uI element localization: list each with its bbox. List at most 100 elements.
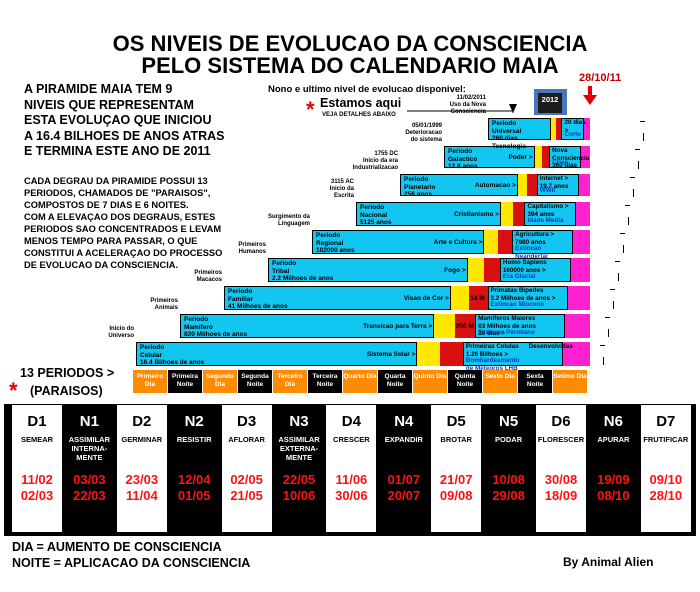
period-cell: Segunda Noite xyxy=(238,370,272,393)
table-column: D7 FRUTIFICAR 09/10 28/10 xyxy=(640,405,691,532)
end-date: 28/10 xyxy=(649,488,683,503)
period-cell: Quinta Noite xyxy=(448,370,482,393)
staircase-tick xyxy=(623,245,624,253)
pyramid-level: Periodo Galactico 12.8 anos Poder > Nova Cons… xyxy=(444,146,590,170)
yellow-band xyxy=(434,314,455,338)
start-date: 01/07 xyxy=(387,472,421,487)
end-date: 10/06 xyxy=(282,488,316,503)
pyramid-level: Periodo Familiar 41 Milhoes de anos Visao d… xyxy=(224,286,590,310)
period-milestone: Visao de Cor > xyxy=(403,295,449,302)
magenta-band xyxy=(583,118,590,140)
red-band xyxy=(541,146,550,168)
period-cell: Sexta Noite xyxy=(518,370,552,393)
period-block xyxy=(400,174,518,196)
pyramid-level: Periodo Tribal 2.2 Milhoes de anos Fogo > Ho… xyxy=(268,258,590,282)
magenta-band xyxy=(570,258,590,282)
pyramid-level: Periodo Nacional 5125 anos Cristianismo > Ca… xyxy=(356,202,590,226)
pyramid-level: Periodo Celular 16.4 Bilhoes de anos Sistem… xyxy=(136,342,590,372)
end-date: 20/07 xyxy=(387,488,421,503)
period-event: Extincao Mioceno xyxy=(490,301,545,308)
red-arrow-down-icon xyxy=(583,86,597,105)
column-code: N4 xyxy=(394,413,414,430)
period-result: Internet >19.7 anos xyxy=(539,175,569,190)
magenta-band xyxy=(581,146,590,168)
start-date: 10/08 xyxy=(492,472,525,487)
red-band-label: 14 M xyxy=(470,295,485,302)
start-date: 12/04 xyxy=(177,472,211,487)
column-action: FRUTIFICAR xyxy=(643,435,689,444)
period-name: Periodo Regional 102000 anos xyxy=(316,232,355,254)
start-date: 11/02 xyxy=(21,472,53,487)
legend-dia: DIA = AUMENTO DE CONSCIENCIA xyxy=(12,540,222,554)
period-cell: Setimo Dia xyxy=(553,370,587,393)
period-milestone: Transicao para Terra > xyxy=(363,323,433,330)
period-cell: Quinto Dia xyxy=(413,370,447,393)
page-title-line1: OS NIVEIS DE EVOLUCAO DA CONSCIENCIA xyxy=(112,31,588,56)
period-event: Era Glacial xyxy=(502,273,536,280)
intro-line: ESTA EVOLUÇAO QUE INICIOU xyxy=(24,113,212,127)
period-milestone: Poder > xyxy=(508,154,533,161)
intro-line: E TERMINA ESTE ANO DE 2011 xyxy=(24,144,211,158)
period-next-block xyxy=(512,230,574,254)
intro-line: A 16.4 BILHOES DE ANOS ATRAS xyxy=(24,128,225,143)
pyramid-level: Periodo Universal 260 dias Tecnologia 20 dia… xyxy=(488,118,590,150)
end-date: 02/03 xyxy=(20,488,54,503)
table-column: N2 RESISTIR 12/04 01/05 xyxy=(169,405,220,532)
start-date: 11/06 xyxy=(335,472,368,487)
column-code: D7 xyxy=(656,413,676,430)
column-action: PODAR xyxy=(495,435,523,444)
staircase-tick xyxy=(638,161,639,169)
staircase-tick xyxy=(605,317,610,318)
level-start-label: Surgimento da Linguagem xyxy=(267,214,310,227)
period-milestone: Sistema Solar > xyxy=(366,351,416,358)
table-column: N1 ASSIMILAR INTERNA-MENTE 03/03 22/03 xyxy=(64,405,115,532)
column-code: D4 xyxy=(341,413,361,430)
column-action: EXPANDIR xyxy=(384,435,423,444)
period-cell: Primeiro Dia xyxy=(133,370,167,393)
red-band xyxy=(527,174,537,196)
table-column: N5 PODAR 10/08 29/08 xyxy=(483,405,534,532)
start-date: 30/08 xyxy=(544,472,578,487)
level-start-label: 3115 AC Inicio da Escrita xyxy=(329,179,354,199)
column-action: RESISTIR xyxy=(176,435,212,444)
start-date: 23/03 xyxy=(125,472,159,487)
start-date: 21/07 xyxy=(439,472,473,487)
pointer-arrow-icon xyxy=(407,104,517,113)
paraisos-label: (PARAISOS) xyxy=(30,384,103,398)
column-action: BROTAR xyxy=(440,435,472,444)
detail-line: COMPOSTOS DE 7 DIAS E 6 NOITES. xyxy=(24,200,189,210)
periods-label: 13 PERIODOS > xyxy=(20,366,114,380)
red-band xyxy=(556,118,562,140)
column-action: ASSIMILAR INTERNA-MENTE xyxy=(68,435,111,462)
period-result: 20 dias > xyxy=(564,119,586,134)
period-next-block xyxy=(487,286,569,310)
staircase-tick xyxy=(613,301,614,309)
magenta-band xyxy=(562,342,590,366)
detail-line: CADA DEGRAU DA PIRAMIDE POSSUI 13 xyxy=(24,176,208,186)
period-extra: Desenvolvidas xyxy=(528,343,573,350)
period-result: Nova Consciencia 360 dias xyxy=(552,147,590,169)
start-date: 19/09 xyxy=(597,472,630,487)
period-block xyxy=(180,314,435,338)
yellow-band xyxy=(517,174,528,196)
red-band xyxy=(483,258,500,282)
period-cell: Quarto Dia xyxy=(343,370,377,393)
author-credit: By Animal Alien xyxy=(563,555,654,569)
column-code: N2 xyxy=(184,413,204,430)
period-next-block xyxy=(462,342,563,366)
start-date: 22/05 xyxy=(282,472,316,487)
pyramid-level: Periodo Regional 102000 anos Arte e Cultura… xyxy=(312,230,590,260)
intro-line: A PIRAMIDE MAIA TEM 9 xyxy=(24,82,173,96)
detail-line: DE EVOLUCAO DA CONSCIENCIA. xyxy=(24,260,179,270)
table-column: N4 EXPANDIR 01/07 20/07 xyxy=(378,405,429,532)
table-column: D6 FLORESCER 30/08 18/09 xyxy=(536,405,586,532)
column-action: FLORESCER xyxy=(537,435,585,444)
column-action: AFLORAR xyxy=(228,435,265,444)
staircase-tick xyxy=(610,289,615,290)
period-result: Mamiferos Maiores 63 Milhoes de anos 20 di… xyxy=(478,315,536,337)
period-next-block xyxy=(549,146,582,168)
end-date-marker: 28/10/11 xyxy=(579,72,622,84)
period-next-block xyxy=(499,258,571,282)
end-date: 08/10 xyxy=(597,488,630,503)
staircase-tick xyxy=(620,233,625,234)
